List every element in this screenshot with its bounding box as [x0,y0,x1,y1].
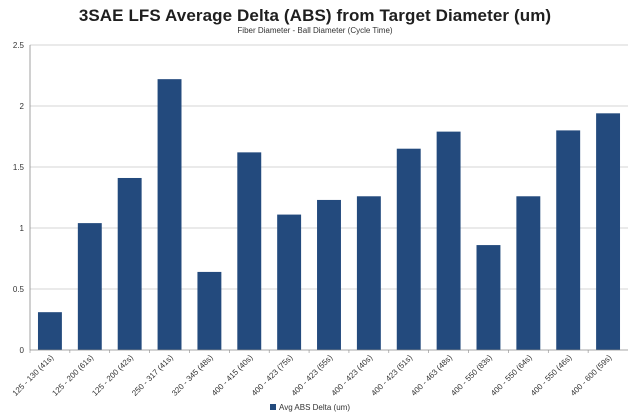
legend: Avg ABS Delta (um) [270,403,350,412]
bar [396,148,421,350]
x-tick-label: 400 - 423 (40s) [330,353,375,398]
bar [356,196,381,350]
x-tick-label: 400 - 550 (83s) [449,353,494,398]
y-tick-label: 0.5 [13,285,25,294]
bar [277,214,302,350]
bar [516,196,541,350]
x-tick-label: 400 - 423 (51s) [369,353,414,398]
x-tick-label: 400 - 463 (48s) [409,353,454,398]
x-tick-label: 125 - 200 (42s) [90,353,135,398]
bar [157,79,182,350]
x-tick-label: 125 - 130 (41s) [11,353,56,398]
bar [77,223,102,350]
x-tick-label: 400 - 423 (55s) [290,353,335,398]
bar [117,177,142,350]
x-tick-label: 400 - 423 (75s) [250,353,295,398]
y-tick-label: 2 [20,102,25,111]
y-tick-label: 1.5 [13,163,25,172]
axes [29,45,628,353]
y-tick-label: 1 [20,224,25,233]
x-tick-label: 320 - 345 (48s) [170,353,215,398]
y-tick-label: 0 [20,346,25,355]
bar [476,245,501,350]
legend-label: Avg ABS Delta (um) [279,403,350,412]
x-tick-label: 125 - 200 (61s) [50,353,95,398]
bar [596,113,621,350]
bar [556,130,581,350]
x-tick-label: 400 - 550 (64s) [489,353,534,398]
bar-series [37,79,621,350]
bar [237,152,262,350]
x-tick-label: 400 - 550 (46s) [529,353,574,398]
bar [37,312,62,350]
chart-subtitle: Fiber Diameter - Ball Diameter (Cycle Ti… [237,26,393,35]
x-tick-labels: 125 - 130 (41s)125 - 200 (61s)125 - 200 … [11,353,614,398]
chart-title: 3SAE LFS Average Delta (ABS) from Target… [78,6,552,25]
bar [436,131,461,350]
x-tick-label: 250 - 317 (41s) [130,353,175,398]
y-tick-label: 2.5 [13,41,25,50]
bar [317,199,341,350]
bar [197,271,222,350]
x-tick-label: 400 - 600 (59s) [569,353,614,398]
x-tick-label: 400 - 415 (40s) [210,353,255,398]
y-tick-labels: 0 0.5 1 1.5 2 2.5 [13,41,25,355]
legend-swatch [270,404,276,410]
